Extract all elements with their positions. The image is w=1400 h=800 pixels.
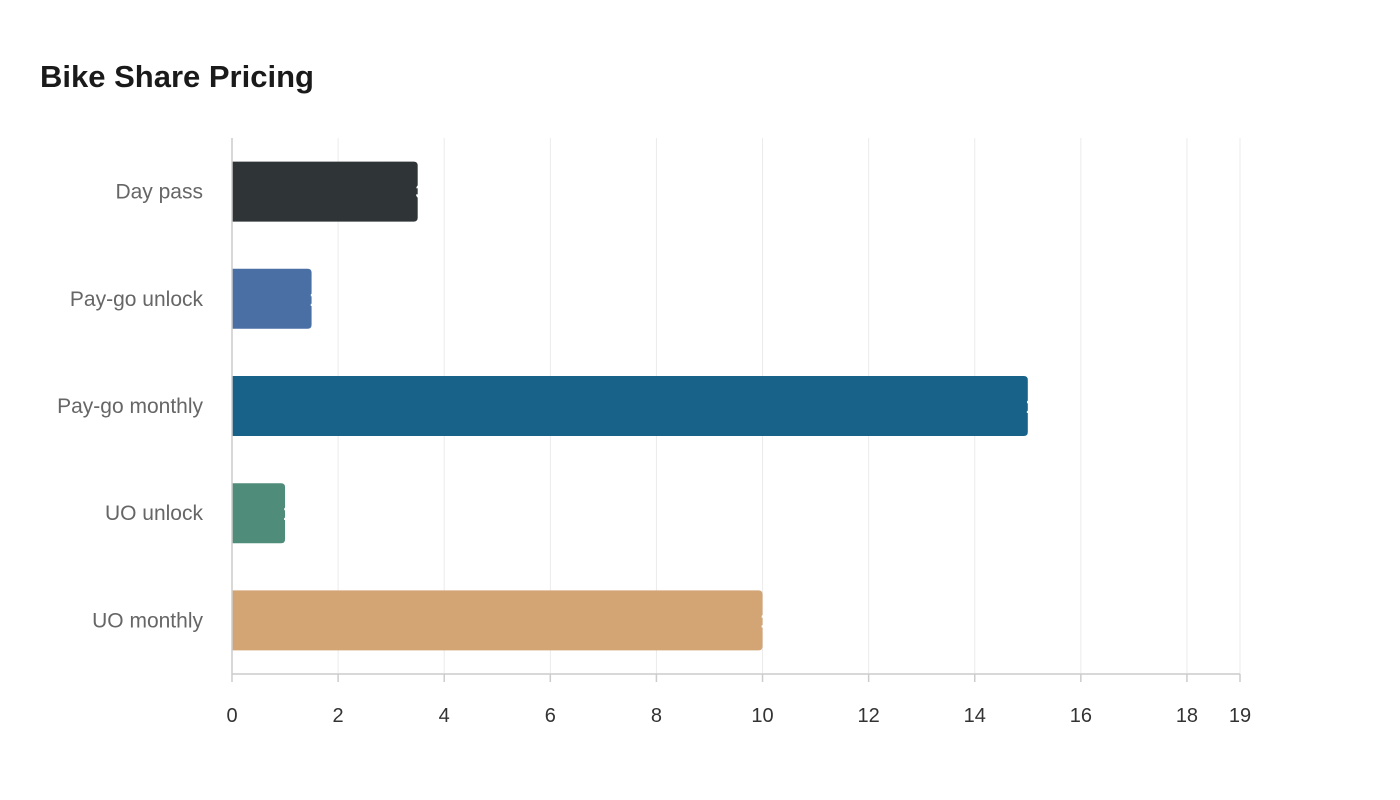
chart-title: Bike Share Pricing [40, 59, 314, 94]
x-tick-label: 4 [439, 705, 450, 727]
x-tick-label: 16 [1070, 705, 1092, 727]
labels: 0 2 4 6 8 10 12 14 16 18 19 Day pass 3 Pay-go unlock 1… [57, 181, 1251, 727]
category-label: Pay-go unlock [70, 288, 204, 311]
data-label: 1 [1026, 396, 1037, 418]
category-label: Pay-go monthly [57, 395, 203, 418]
x-tick-label: 10 [751, 705, 773, 727]
bar [232, 376, 1028, 436]
x-tick-label: 8 [651, 705, 662, 727]
x-tick-label: 0 [226, 705, 237, 727]
bar [232, 161, 418, 222]
category-label: Day pass [115, 181, 203, 204]
x-tick-label: 6 [545, 705, 556, 727]
bar [232, 483, 286, 544]
bars [232, 161, 1028, 651]
data-label: 1 [760, 610, 771, 632]
category-label: UO monthly [92, 609, 203, 632]
bar [232, 268, 312, 329]
data-label: 1 [283, 503, 294, 525]
x-tick-label: 2 [333, 705, 344, 727]
bar [232, 590, 763, 651]
x-tick-label: 14 [964, 705, 986, 727]
x-tick-label: 19 [1229, 705, 1251, 727]
axes [231, 138, 1241, 682]
data-label: 3 [416, 182, 427, 204]
data-label: 1 [309, 289, 320, 311]
x-tick-label: 18 [1176, 705, 1198, 727]
category-label: UO unlock [105, 502, 204, 525]
x-tick-label: 12 [858, 705, 880, 727]
